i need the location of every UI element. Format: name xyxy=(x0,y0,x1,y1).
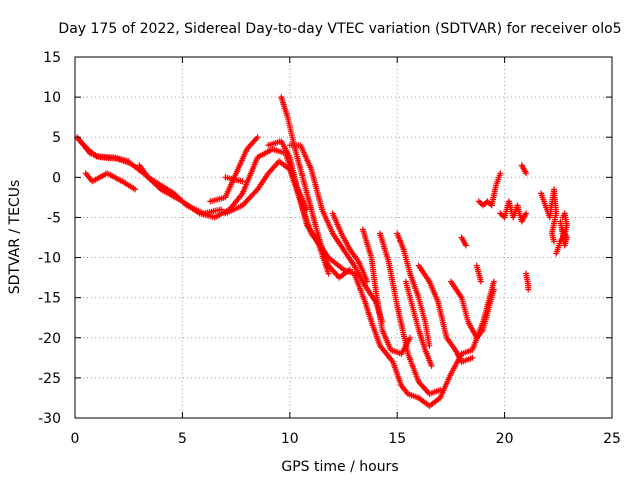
x-axis-label: GPS time / hours xyxy=(281,459,398,475)
series-track-7 xyxy=(222,158,497,409)
data-point xyxy=(428,362,435,369)
y-tick-label: -10 xyxy=(38,251,61,267)
y-tick-label: -30 xyxy=(38,411,61,427)
x-tick-label: 10 xyxy=(281,431,299,447)
data-point xyxy=(437,386,444,393)
series-track-11 xyxy=(329,210,371,285)
data-point xyxy=(426,342,433,349)
data-point xyxy=(523,210,530,217)
data-point xyxy=(469,354,476,361)
data-point xyxy=(497,170,504,177)
x-tick-label: 25 xyxy=(603,431,621,447)
x-tick-label: 5 xyxy=(178,431,187,447)
series-track-23 xyxy=(523,270,532,293)
data-point xyxy=(490,286,497,293)
data-point xyxy=(407,334,414,341)
y-tick-label: -5 xyxy=(47,210,61,226)
data-point xyxy=(125,158,132,165)
data-point xyxy=(325,270,332,277)
series-track-24 xyxy=(538,186,560,245)
series-track-5 xyxy=(207,134,261,205)
series-track-16 xyxy=(415,262,476,365)
y-tick-label: 0 xyxy=(52,170,61,186)
series-track-20 xyxy=(475,170,504,209)
series-track-26 xyxy=(557,218,570,249)
series-track-12 xyxy=(359,226,414,357)
y-tick-label: -20 xyxy=(38,331,61,347)
y-tick-label: 5 xyxy=(52,130,61,146)
series-track-9 xyxy=(265,138,332,277)
series-track-2 xyxy=(76,137,132,165)
series-track-6 xyxy=(222,174,246,185)
data-point xyxy=(218,206,225,213)
data-point xyxy=(559,226,566,233)
series-track-4 xyxy=(136,162,225,217)
series-track-18 xyxy=(458,234,469,249)
x-tick-label: 20 xyxy=(496,431,514,447)
plot-frame xyxy=(74,56,613,419)
y-axis-label: SDTVAR / TECUs xyxy=(7,180,23,295)
y-tick-label: 15 xyxy=(43,50,61,66)
y-tick-label: 10 xyxy=(43,90,61,106)
grid xyxy=(75,57,612,418)
axis-ticks: 0 5 10 15 20 25 -30 -25 -20 -15 -10 -5 0 5 10 15 xyxy=(38,50,621,447)
data-point xyxy=(559,214,566,221)
series-track-15 xyxy=(402,278,435,369)
series-track-22 xyxy=(518,162,530,177)
data-point xyxy=(364,278,371,285)
data-point xyxy=(551,238,557,245)
data-point xyxy=(346,266,353,273)
data-point xyxy=(254,134,261,141)
data-point xyxy=(462,242,469,249)
chart-title: Day 175 of 2022, Sidereal Day-to-day VTE… xyxy=(58,21,621,37)
data-point xyxy=(525,286,532,293)
data-point xyxy=(132,186,139,193)
data-points xyxy=(74,94,570,409)
series-track-3 xyxy=(82,170,139,193)
x-tick-label: 15 xyxy=(388,431,406,447)
data-point xyxy=(478,278,484,285)
series-track-13 xyxy=(377,230,444,397)
data-point xyxy=(490,278,497,285)
x-tick-label: 0 xyxy=(71,431,80,447)
y-tick-label: -15 xyxy=(38,291,61,307)
series-track-21 xyxy=(497,198,530,225)
data-point xyxy=(239,178,246,185)
series-track-19 xyxy=(473,262,484,285)
series-track-17 xyxy=(447,278,497,341)
series-track-14 xyxy=(394,230,433,349)
data-point xyxy=(523,170,530,177)
y-tick-label: -25 xyxy=(38,371,61,387)
